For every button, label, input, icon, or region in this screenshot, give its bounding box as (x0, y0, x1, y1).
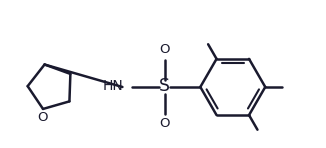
Text: O: O (159, 44, 170, 57)
Text: HN: HN (102, 79, 123, 93)
Text: O: O (159, 118, 170, 131)
Text: S: S (159, 77, 170, 95)
Text: O: O (37, 111, 48, 124)
